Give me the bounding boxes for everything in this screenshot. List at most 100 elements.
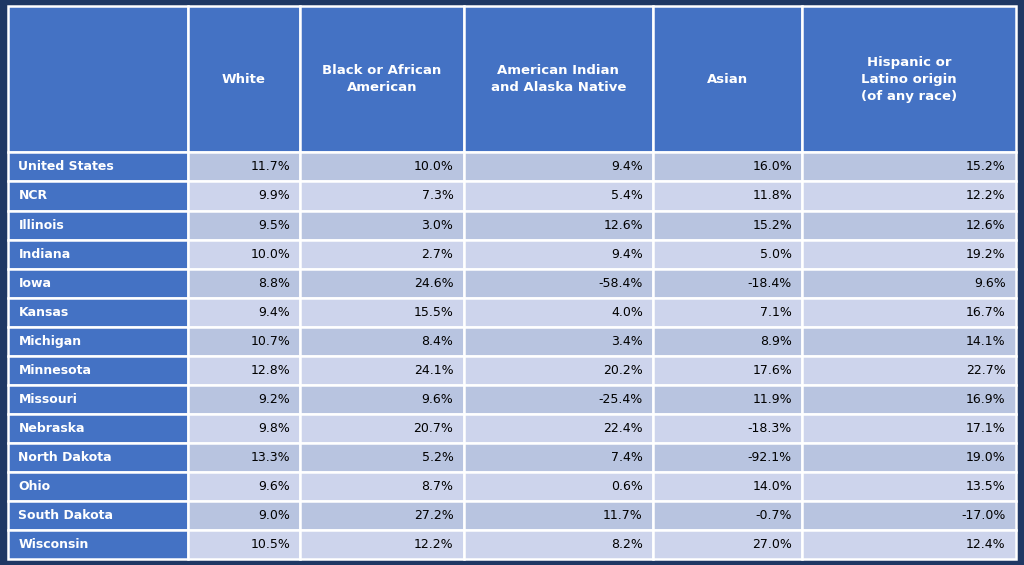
Bar bbox=[187, 501, 300, 531]
Text: 24.6%: 24.6% bbox=[414, 277, 454, 290]
Text: -17.0%: -17.0% bbox=[962, 509, 1006, 522]
Text: North Dakota: North Dakota bbox=[18, 451, 112, 464]
Bar bbox=[8, 385, 187, 414]
Text: 17.6%: 17.6% bbox=[753, 364, 792, 377]
Bar bbox=[802, 268, 1016, 298]
Text: 17.1%: 17.1% bbox=[966, 422, 1006, 435]
Bar bbox=[802, 472, 1016, 501]
Bar bbox=[653, 356, 802, 385]
Bar bbox=[187, 531, 300, 559]
Bar bbox=[653, 268, 802, 298]
Text: 5.2%: 5.2% bbox=[422, 451, 454, 464]
Bar bbox=[653, 531, 802, 559]
Bar bbox=[187, 298, 300, 327]
Text: 7.4%: 7.4% bbox=[611, 451, 643, 464]
Text: 9.4%: 9.4% bbox=[258, 306, 290, 319]
Text: 8.4%: 8.4% bbox=[422, 335, 454, 348]
Text: 10.0%: 10.0% bbox=[414, 160, 454, 173]
Bar bbox=[187, 153, 300, 181]
Bar bbox=[300, 6, 464, 153]
Text: 12.2%: 12.2% bbox=[414, 538, 454, 551]
Text: White: White bbox=[222, 72, 266, 85]
Text: 11.8%: 11.8% bbox=[753, 189, 792, 202]
Text: NCR: NCR bbox=[18, 189, 47, 202]
Text: 14.0%: 14.0% bbox=[753, 480, 792, 493]
Bar bbox=[8, 268, 187, 298]
Text: 12.2%: 12.2% bbox=[966, 189, 1006, 202]
Text: 7.3%: 7.3% bbox=[422, 189, 454, 202]
Text: 8.7%: 8.7% bbox=[422, 480, 454, 493]
Bar bbox=[300, 327, 464, 356]
Bar bbox=[802, 327, 1016, 356]
Text: 22.7%: 22.7% bbox=[966, 364, 1006, 377]
Text: 3.0%: 3.0% bbox=[422, 219, 454, 232]
Bar bbox=[8, 443, 187, 472]
Bar bbox=[464, 385, 653, 414]
Text: 7.1%: 7.1% bbox=[760, 306, 792, 319]
Bar bbox=[653, 298, 802, 327]
Text: 27.0%: 27.0% bbox=[752, 538, 792, 551]
Text: 9.9%: 9.9% bbox=[258, 189, 290, 202]
Text: 16.9%: 16.9% bbox=[966, 393, 1006, 406]
Text: 13.3%: 13.3% bbox=[251, 451, 290, 464]
Text: -58.4%: -58.4% bbox=[598, 277, 643, 290]
Bar bbox=[464, 414, 653, 443]
Bar bbox=[653, 181, 802, 211]
Text: 2.7%: 2.7% bbox=[422, 247, 454, 260]
Bar bbox=[8, 531, 187, 559]
Text: -18.4%: -18.4% bbox=[748, 277, 792, 290]
Text: 4.0%: 4.0% bbox=[611, 306, 643, 319]
Text: 27.2%: 27.2% bbox=[414, 509, 454, 522]
Text: Nebraska: Nebraska bbox=[18, 422, 85, 435]
Text: 5.0%: 5.0% bbox=[760, 247, 792, 260]
Bar bbox=[300, 443, 464, 472]
Bar bbox=[8, 501, 187, 531]
Bar bbox=[300, 501, 464, 531]
Text: Hispanic or
Latino origin
(of any race): Hispanic or Latino origin (of any race) bbox=[861, 55, 957, 102]
Bar bbox=[187, 472, 300, 501]
Bar bbox=[187, 414, 300, 443]
Bar bbox=[464, 181, 653, 211]
Bar bbox=[802, 501, 1016, 531]
Bar bbox=[187, 385, 300, 414]
Text: 9.6%: 9.6% bbox=[974, 277, 1006, 290]
Text: 11.7%: 11.7% bbox=[603, 509, 643, 522]
Text: 19.0%: 19.0% bbox=[966, 451, 1006, 464]
Bar bbox=[300, 181, 464, 211]
Bar bbox=[300, 240, 464, 268]
Text: 8.2%: 8.2% bbox=[611, 538, 643, 551]
Text: 15.2%: 15.2% bbox=[753, 219, 792, 232]
Bar bbox=[653, 414, 802, 443]
Bar bbox=[653, 501, 802, 531]
Bar bbox=[187, 327, 300, 356]
Bar bbox=[187, 356, 300, 385]
Bar bbox=[8, 472, 187, 501]
Bar bbox=[802, 531, 1016, 559]
Text: 24.1%: 24.1% bbox=[414, 364, 454, 377]
Text: 15.2%: 15.2% bbox=[966, 160, 1006, 173]
Bar bbox=[300, 268, 464, 298]
Bar bbox=[8, 356, 187, 385]
Bar bbox=[187, 181, 300, 211]
Bar bbox=[653, 211, 802, 240]
Text: 9.5%: 9.5% bbox=[258, 219, 290, 232]
Bar bbox=[802, 181, 1016, 211]
Bar bbox=[8, 414, 187, 443]
Bar bbox=[802, 153, 1016, 181]
Bar bbox=[8, 298, 187, 327]
Text: 20.7%: 20.7% bbox=[414, 422, 454, 435]
Text: Ohio: Ohio bbox=[18, 480, 50, 493]
Bar bbox=[802, 211, 1016, 240]
Bar bbox=[464, 211, 653, 240]
Text: 13.5%: 13.5% bbox=[966, 480, 1006, 493]
Bar bbox=[187, 6, 300, 153]
Text: 15.5%: 15.5% bbox=[414, 306, 454, 319]
Text: 10.0%: 10.0% bbox=[250, 247, 290, 260]
Bar bbox=[653, 240, 802, 268]
Bar bbox=[187, 443, 300, 472]
Bar bbox=[653, 153, 802, 181]
Bar bbox=[8, 211, 187, 240]
Text: 9.2%: 9.2% bbox=[258, 393, 290, 406]
Bar bbox=[300, 356, 464, 385]
Bar bbox=[802, 443, 1016, 472]
